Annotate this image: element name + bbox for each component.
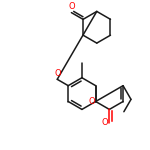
Text: O: O bbox=[101, 118, 108, 127]
Text: O: O bbox=[55, 69, 62, 78]
Text: O: O bbox=[88, 97, 95, 106]
Text: O: O bbox=[68, 2, 75, 11]
